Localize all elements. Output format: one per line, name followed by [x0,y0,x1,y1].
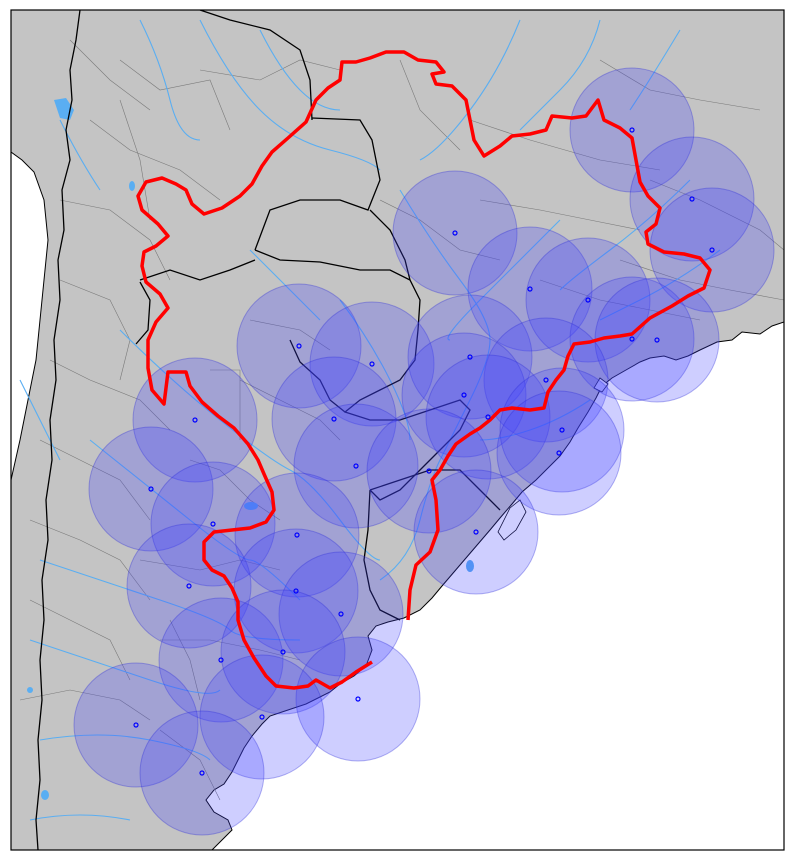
station-marker [186,583,192,589]
lake-mirim [466,560,474,572]
station-marker [353,463,359,469]
lake-mar-chiquita [244,502,258,510]
coverage-circle [309,301,435,427]
station-marker [148,486,154,492]
coverage-circle [271,356,397,482]
station-marker [338,611,344,617]
state-borders [19,39,784,801]
station-marker [293,588,299,594]
station-marker [709,247,715,253]
station-marker [218,657,224,663]
station-marker [689,196,695,202]
station-marker [629,127,635,133]
coverage-circle [496,390,622,516]
station-marker [133,722,139,728]
boundary-line [136,50,712,690]
coverage-circle [158,597,284,723]
station-marker [296,343,302,349]
coverage-circle [126,523,252,649]
coverage-circle [525,237,651,363]
coverage-circle [499,367,625,493]
station-markers [133,127,715,776]
coverage-circle [139,710,265,836]
coverage-circle [407,294,533,420]
coverage-circle [483,317,609,443]
station-marker [485,414,491,420]
station-marker [210,521,216,527]
station-marker [559,427,565,433]
coverage-circle [199,654,325,780]
coverage-circle [569,67,695,193]
station-marker [199,770,205,776]
coverage-circle [234,472,360,598]
coverage-circle [569,276,695,402]
coverage-circle [278,551,404,677]
station-marker [452,230,458,236]
coverage-circle [467,226,593,352]
coverage-circles [73,67,775,836]
coverage-circle [132,357,258,483]
station-marker [467,354,473,360]
map-frame-border [10,9,785,851]
station-marker [654,337,660,343]
station-marker [473,529,479,535]
station-marker [259,714,265,720]
coverage-circle [236,283,362,409]
coverage-circle [293,403,419,529]
station-marker [369,361,375,367]
station-marker [280,649,286,655]
coverage-circle [295,636,421,762]
coverage-circle [392,170,518,296]
lagoon [593,377,609,393]
coverage-circle [88,426,214,552]
station-marker [294,532,300,538]
coverage-circle [649,187,775,313]
station-marker [461,392,467,398]
lagoon-patos [497,499,527,541]
coverage-circle [73,662,199,788]
station-marker [331,416,337,422]
coverage-circle [413,469,539,595]
station-marker [355,696,361,702]
station-marker [426,468,432,474]
station-marker [192,417,198,423]
coverage-circle [594,277,720,403]
country-borders [35,10,501,850]
rivers [19,19,721,821]
station-marker [556,450,562,456]
station-marker [527,286,533,292]
station-marker [629,336,635,342]
coverage-circle [150,461,276,587]
coverage-circle [425,354,551,480]
coverage-circle [629,136,755,262]
station-marker [543,377,549,383]
coverage-circle [401,332,527,458]
station-marker [585,297,591,303]
